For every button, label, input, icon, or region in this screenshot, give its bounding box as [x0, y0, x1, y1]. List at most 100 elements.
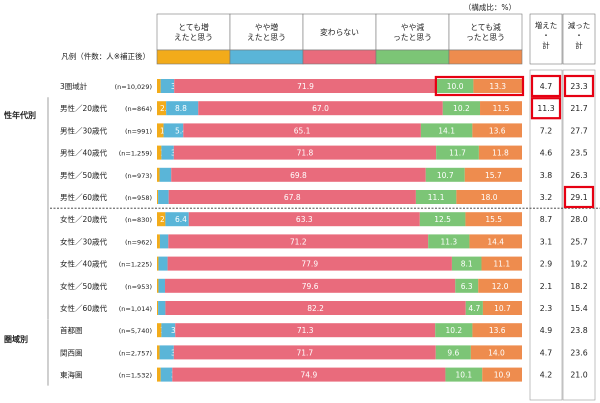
bar-segment [158, 256, 168, 271]
increase-total: 4.7 [540, 82, 552, 91]
legend-label-box [156, 13, 231, 51]
group-bracket: 性年代別 [4, 97, 49, 319]
data-label: 10.7 [494, 304, 511, 313]
legend-title: 凡例（件数：人※補正後） [61, 51, 150, 61]
increase-total: 3.2 [540, 193, 552, 202]
legend-item: とても減ったと思う [448, 13, 523, 65]
row-label: 男性／20歳代 [60, 103, 108, 113]
row-n: (n=991) [125, 127, 152, 135]
decrease-total: 25.7 [570, 237, 587, 246]
data-label: 10.7 [437, 171, 454, 180]
decrease-total: 28.0 [570, 215, 587, 224]
row-n: (n=962) [125, 238, 152, 246]
row-n: (n=1,014) [119, 305, 152, 313]
increase-total: 7.2 [540, 126, 552, 135]
bar-row: 男性／30歳代(n=991)1.85.465.114.113.67.227.7 [60, 123, 588, 138]
bar-segment [157, 256, 159, 271]
row-label: 女性／30歳代 [60, 236, 108, 246]
bar-segment [160, 79, 175, 93]
row-n: (n=830) [125, 216, 152, 224]
row-label: 男性／30歳代 [60, 125, 108, 135]
bar-segment [442, 101, 481, 116]
legend-swatch [156, 49, 231, 65]
increase-total: 3.8 [540, 171, 552, 180]
bar-segment [159, 234, 169, 249]
decrease-total: 29.1 [570, 193, 587, 202]
increase-total: 4.6 [540, 149, 552, 158]
bar-row: 男性／60歳代(n=958)0.32.967.811.118.03.229.1 [60, 185, 595, 209]
row-n: (n=2,757) [119, 349, 152, 357]
bar-segment [420, 123, 473, 138]
increase-total: 2.1 [540, 282, 552, 291]
bar-segment [165, 278, 456, 293]
bar-row: 女性／50歳代(n=953)0.41.879.66.312.02.118.2 [60, 278, 588, 293]
data-label: 65.1 [294, 126, 311, 135]
data-label: 67.8 [284, 193, 301, 202]
bar-row: 男性／50歳代(n=973)0.73.269.810.715.73.826.3 [60, 167, 588, 182]
data-label: 71.7 [296, 348, 313, 357]
legend-swatch [448, 49, 523, 65]
data-label: 13.6 [489, 326, 506, 335]
row-label: 女性／20歳代 [60, 214, 108, 224]
legend-item: やや増えたと思う [229, 13, 304, 65]
data-label: 69.8 [290, 171, 307, 180]
data-label: 71.2 [290, 237, 307, 246]
bar-segment [157, 190, 159, 204]
decrease-total: 15.4 [570, 304, 587, 313]
bar-segment [157, 123, 164, 138]
bar-segment [472, 323, 522, 338]
data-label: 11.5 [493, 104, 510, 113]
data-label: 71.3 [297, 326, 314, 335]
bar-segment [159, 345, 174, 360]
data-label: 13.3 [489, 82, 506, 91]
bar-segment [157, 101, 167, 116]
summary-column-frame [529, 69, 563, 401]
bar-segment [157, 323, 162, 338]
legend-label: とても増えたと思う [174, 22, 213, 42]
decrease-total: 19.2 [570, 260, 587, 269]
bar-segment [157, 301, 159, 315]
bar-segment [436, 145, 479, 160]
bar-segment [435, 345, 471, 360]
row-label: 女性／40歳代 [60, 259, 108, 269]
bar-segment [480, 101, 522, 116]
bar-segment [171, 167, 426, 182]
bar-segment [173, 145, 437, 160]
increase-total: 4.7 [540, 348, 552, 357]
unit-note: （構成比：%） [464, 2, 516, 12]
increase-total: 2.9 [540, 260, 552, 269]
data-label: 82.2 [307, 304, 324, 313]
bar-segment [451, 256, 482, 271]
bar-segment [482, 301, 522, 315]
bar-segment [174, 79, 437, 93]
legend-swatch [375, 49, 450, 65]
bar-segment [472, 123, 522, 138]
bar-segment [464, 167, 522, 182]
bar-segment [445, 367, 483, 382]
bar-segment [183, 123, 421, 138]
bar-segment [158, 190, 169, 204]
bar-segment [415, 190, 457, 204]
row-label: 男性／50歳代 [60, 170, 108, 180]
decrease-total: 21.7 [570, 104, 587, 113]
legend-item: 変わらない [302, 13, 377, 65]
decrease-total: 18.2 [570, 282, 587, 291]
bar-segment [425, 167, 465, 182]
bar-segment [198, 101, 443, 116]
row-label: 女性／60歳代 [60, 303, 108, 313]
bar-row: 女性／30歳代(n=962)0.82.371.211.314.43.125.7 [60, 234, 588, 249]
data-label: 10.1 [455, 371, 472, 380]
bar-segment [158, 278, 166, 293]
increase-total: 2.3 [540, 304, 552, 313]
data-label: 14.1 [438, 126, 455, 135]
bar-segment [167, 256, 452, 271]
decrease-total: 26.3 [570, 171, 587, 180]
legend-label-box [448, 13, 523, 51]
bar-row: 東海圏(n=1,532)1.03.274.910.110.94.221.0 [60, 367, 588, 382]
bar-segment [168, 190, 416, 204]
data-label: 71.8 [297, 149, 314, 158]
decrease-total: 23.5 [570, 149, 587, 158]
bar-segment [157, 234, 160, 249]
